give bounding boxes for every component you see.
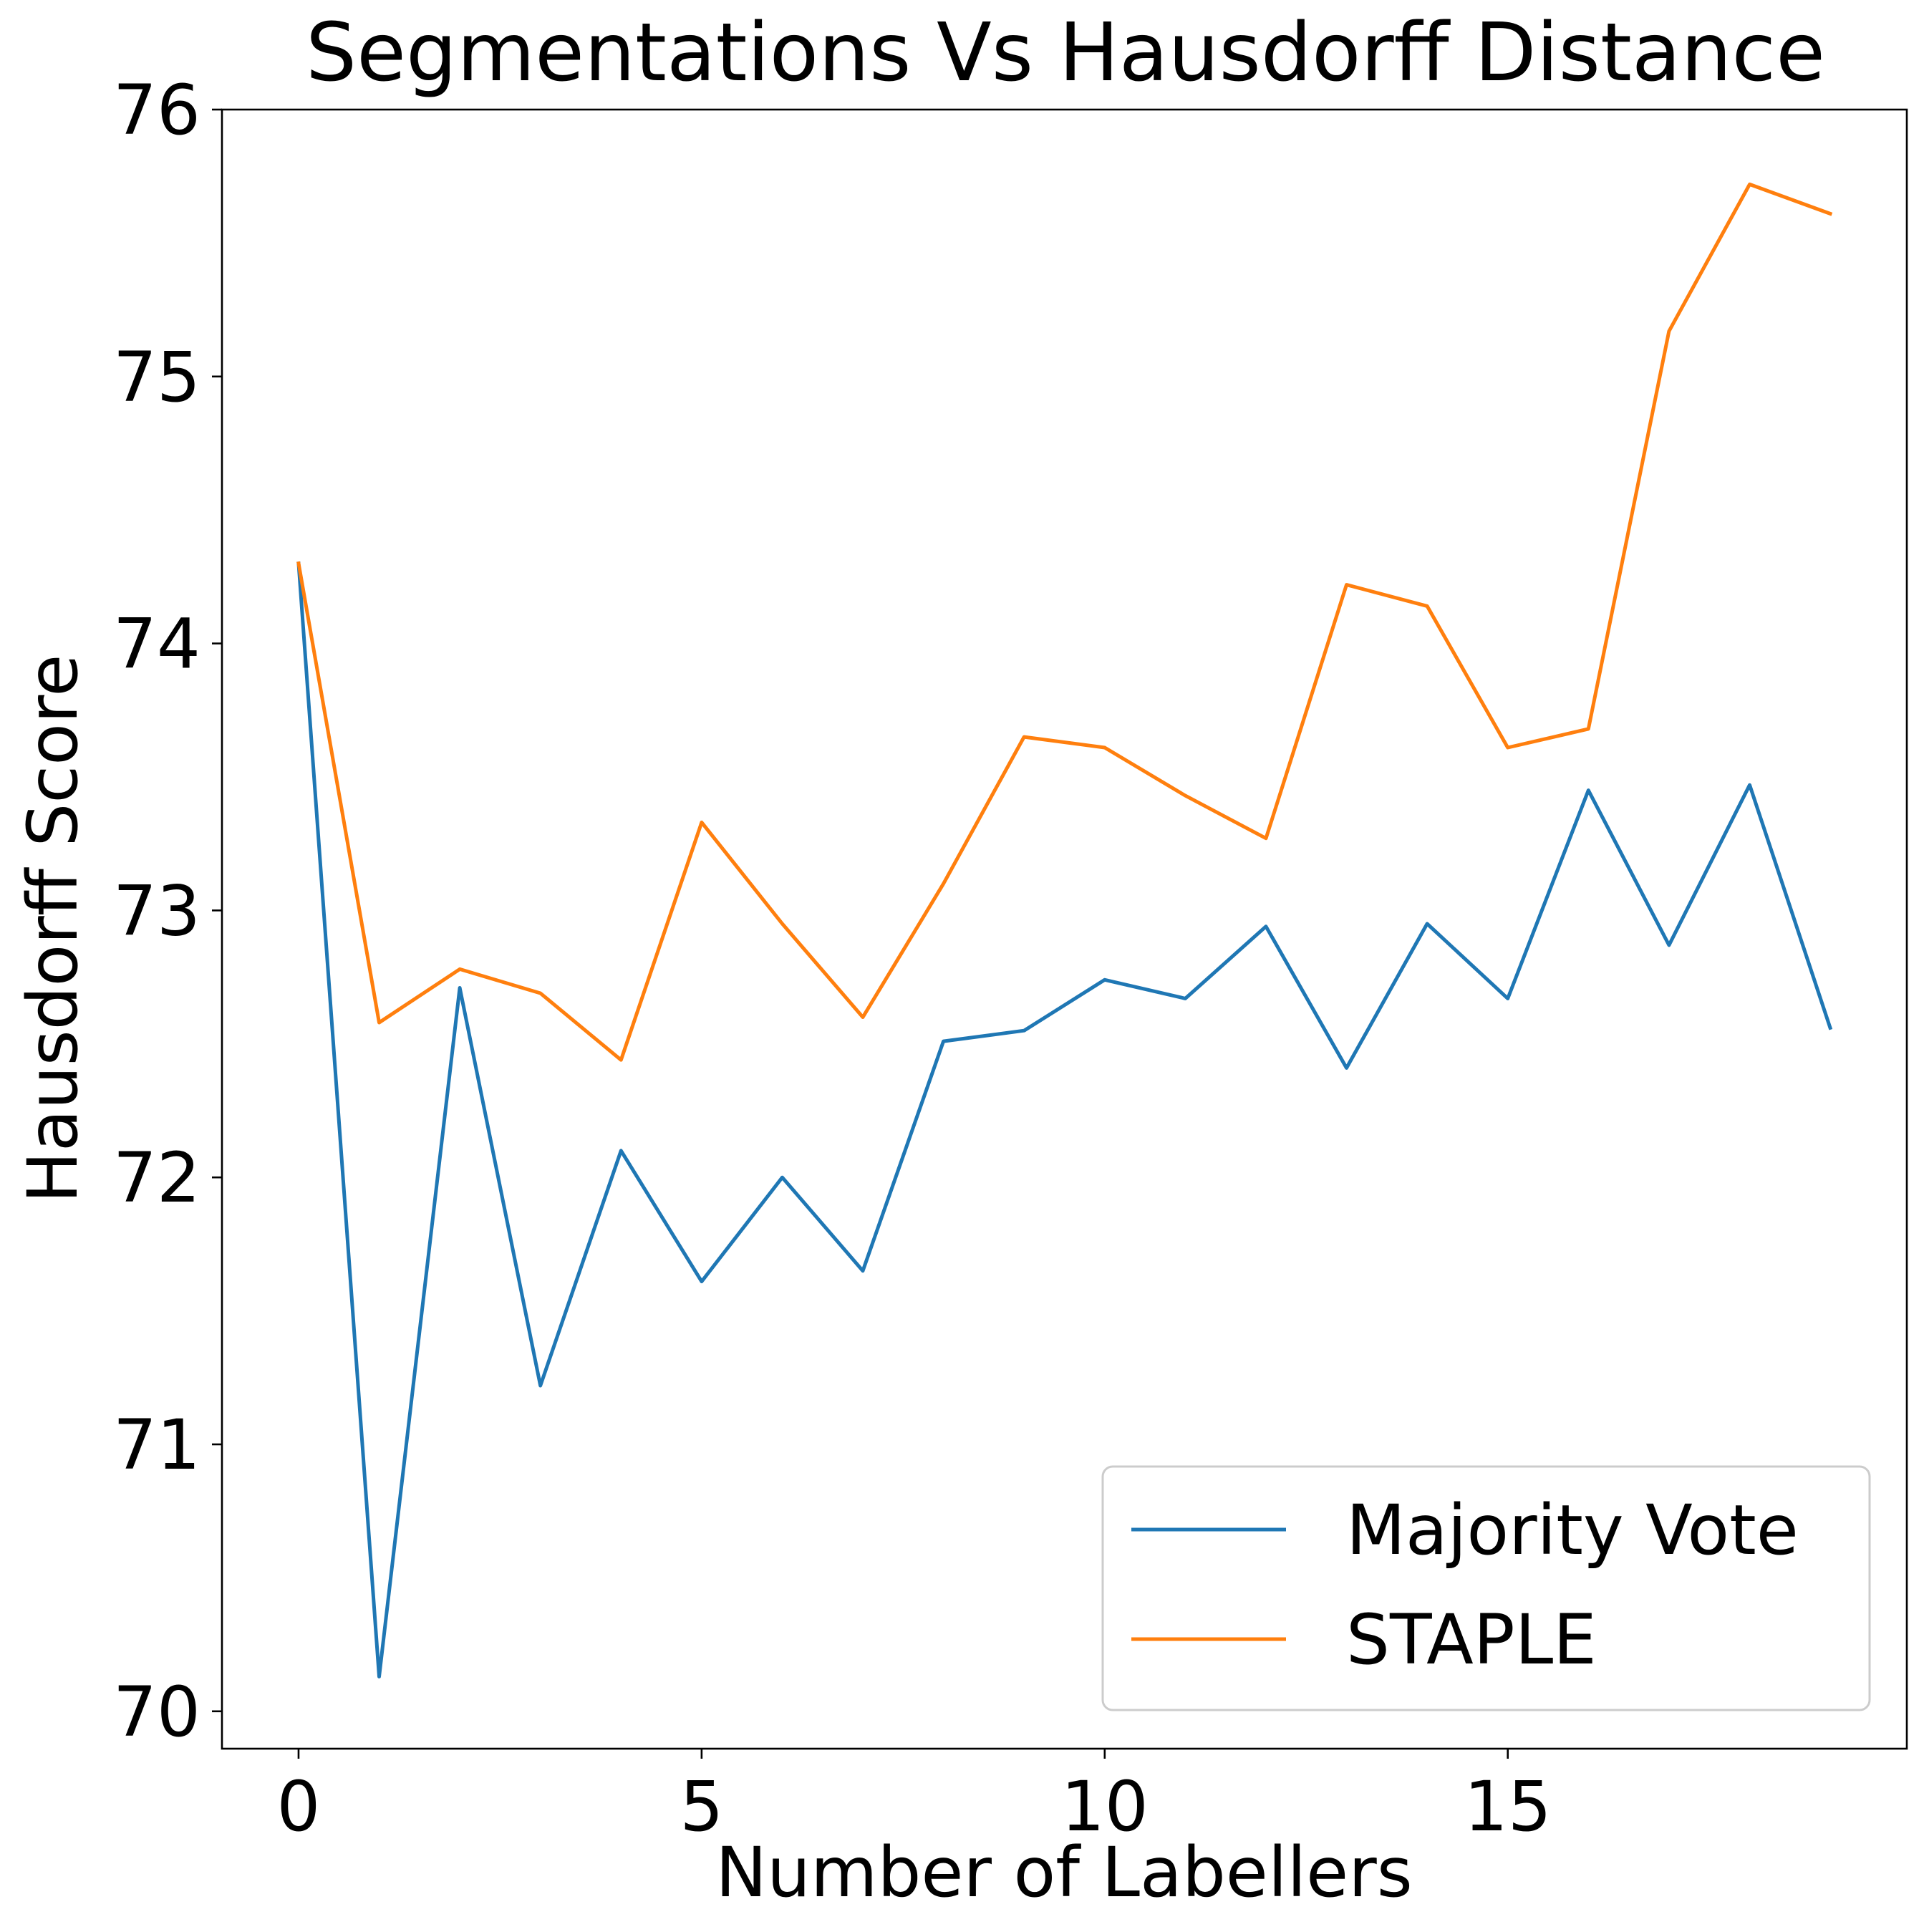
chart-title: Segmentations Vs Hausdorff Distance [306, 6, 1825, 100]
y-tick-label: 76 [113, 70, 200, 150]
series-line-staple [296, 182, 1833, 1062]
x-tick-label: 15 [1464, 1767, 1552, 1847]
plot-frame [221, 108, 1908, 1750]
legend-label-majority-vote: Majority Vote [1346, 1490, 1799, 1570]
y-axis-label: Hausdorff Score [13, 655, 93, 1204]
y-tick-label: 73 [113, 871, 200, 951]
legend: Majority Vote STAPLE [1101, 1465, 1871, 1711]
y-tick-label: 70 [113, 1672, 200, 1752]
y-tick-label: 71 [113, 1405, 200, 1485]
series-layer [296, 182, 1833, 1679]
legend-label-staple: STAPLE [1346, 1600, 1597, 1680]
x-tick-label: 10 [1061, 1767, 1149, 1847]
x-axis-ticks: 0 5 10 15 [276, 1749, 1552, 1847]
x-axis-label: Number of Labellers [715, 1832, 1412, 1913]
y-tick-label: 72 [113, 1138, 200, 1218]
legend-box [1101, 1465, 1871, 1711]
x-tick-label: 0 [276, 1767, 320, 1847]
series-line-majority-vote [296, 561, 1833, 1679]
y-axis-ticks: 70 71 72 73 74 75 76 [113, 70, 222, 1752]
y-tick-label: 74 [113, 604, 200, 685]
x-tick-label: 5 [680, 1767, 723, 1847]
y-tick-label: 75 [113, 337, 200, 417]
